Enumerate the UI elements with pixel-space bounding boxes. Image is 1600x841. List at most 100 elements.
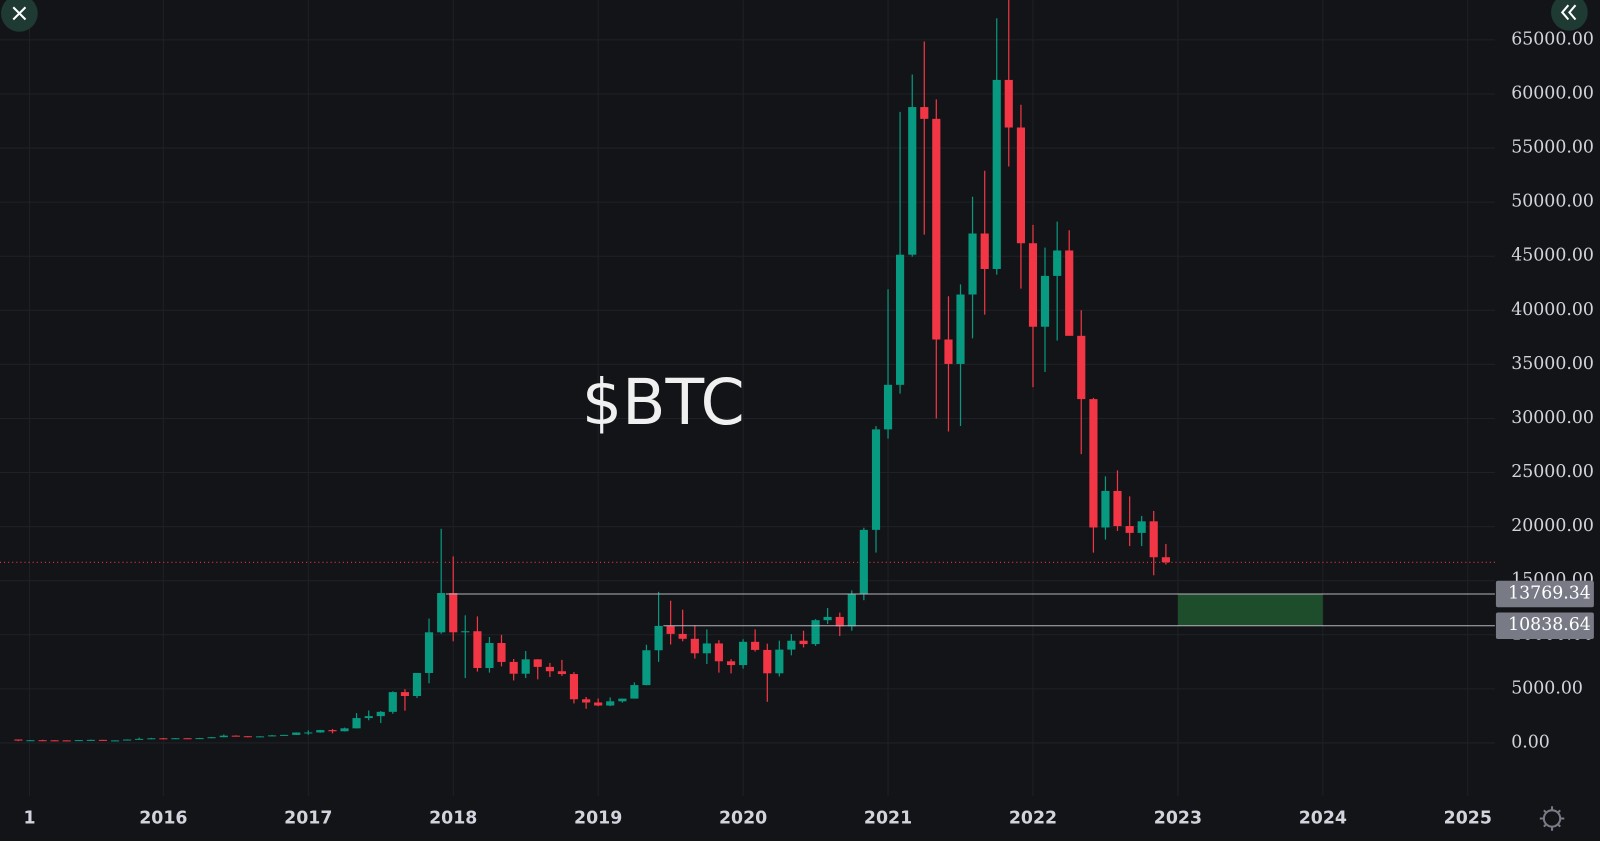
candle-body [642, 650, 651, 686]
level-label: 13769.34 [1508, 584, 1591, 604]
level-tag [1495, 580, 1594, 608]
candle-body [968, 233, 977, 295]
candle-body [38, 740, 47, 742]
candle-body [74, 740, 83, 742]
candle-body [1077, 335, 1086, 400]
candle-body [328, 730, 337, 732]
y-tick-label: 20000.00 [1511, 516, 1594, 536]
candle-body [992, 79, 1001, 269]
candle-body [207, 737, 216, 739]
candle-body [497, 643, 506, 662]
candle-body [340, 728, 349, 732]
y-tick-label: 55000.00 [1511, 138, 1594, 158]
candle-body [726, 661, 736, 666]
candle-body [449, 593, 458, 633]
y-tick-label: 50000.00 [1511, 192, 1594, 212]
annotation: $BTC [582, 365, 745, 439]
collapse-icon[interactable] [1560, 4, 1577, 21]
candle-body [352, 718, 361, 729]
level-label: 10838.64 [1508, 615, 1591, 635]
x-tick-label: 2017 [284, 808, 332, 828]
candle-body [859, 529, 868, 594]
candle-body [702, 643, 711, 654]
candle-body [62, 740, 71, 742]
zone [1177, 594, 1323, 626]
candle-body [545, 666, 554, 672]
candle-body [823, 616, 832, 621]
candle-body [183, 738, 192, 740]
candle-body [243, 736, 252, 738]
candle-body [86, 739, 95, 741]
y-tick-label: 45000.00 [1511, 246, 1594, 266]
candle-body [255, 736, 265, 738]
x-tick-label: 2016 [139, 808, 187, 828]
candle-body [569, 674, 579, 700]
candle-body [424, 632, 434, 673]
candle-body [1161, 557, 1170, 563]
candle-body [787, 640, 796, 650]
candle-body [292, 732, 301, 735]
close-button[interactable] [1, 0, 38, 32]
candle-body [267, 735, 277, 737]
candle-body [1149, 521, 1158, 558]
settings-icon[interactable] [1542, 809, 1562, 828]
candle-body [1089, 399, 1098, 528]
candle-body [811, 620, 820, 645]
candle-body [279, 734, 289, 736]
candle-body [895, 254, 905, 385]
candle-body [316, 730, 325, 733]
candle-body [594, 702, 603, 706]
candle-body [50, 740, 59, 742]
candle-body [1113, 490, 1122, 527]
candle-body [26, 740, 35, 742]
candle-body [980, 233, 989, 269]
candle-body [944, 339, 953, 364]
candle-body [473, 631, 482, 668]
candle-body [883, 384, 893, 430]
candle-body [1101, 490, 1110, 528]
candle-body [231, 735, 240, 737]
collapse-button[interactable] [1551, 0, 1588, 31]
candle-body [763, 649, 772, 674]
candle-body [376, 711, 385, 717]
candle-body [159, 738, 168, 740]
y-tick-label: 35000.00 [1511, 354, 1594, 374]
y-tick-label: 40000.00 [1511, 300, 1594, 320]
y-tick-label: 30000.00 [1511, 408, 1594, 428]
candle-body [690, 638, 699, 654]
candle-body [714, 643, 723, 662]
x-tick-label: 2024 [1299, 808, 1347, 828]
close-icon[interactable] [12, 6, 27, 21]
candle-body [835, 616, 844, 627]
candle-body [666, 625, 675, 634]
x-tick-label: 2018 [429, 808, 477, 828]
x-tick-label: 1 [24, 808, 36, 828]
grid [0, 0, 1495, 797]
settings-button[interactable] [1539, 806, 1565, 831]
candle-body [1053, 250, 1062, 276]
candle-body [775, 649, 784, 674]
x-tick-label: 2023 [1154, 808, 1202, 828]
candle-body [171, 738, 180, 740]
candle-body [1004, 79, 1013, 128]
candle-body [400, 692, 410, 697]
candle-body [304, 732, 313, 734]
y-tick-label: 60000.00 [1511, 83, 1594, 103]
candle-body [110, 740, 120, 742]
collapse-button-bg[interactable] [1551, 0, 1588, 31]
settings-icon-teeth[interactable] [1539, 806, 1565, 831]
candle-body [606, 701, 615, 706]
candle-body [521, 659, 530, 674]
candle-body [14, 739, 23, 741]
candle-body [799, 640, 808, 645]
x-tick-label: 2025 [1444, 808, 1492, 828]
close-button-bg[interactable] [1, 0, 38, 32]
candle-body [920, 107, 929, 119]
candle-body [147, 738, 156, 740]
candle-body [1137, 521, 1146, 533]
candle-body [751, 641, 760, 650]
candle-body [485, 643, 494, 668]
candle-body [932, 118, 941, 340]
x-tick-label: 2020 [719, 808, 767, 828]
